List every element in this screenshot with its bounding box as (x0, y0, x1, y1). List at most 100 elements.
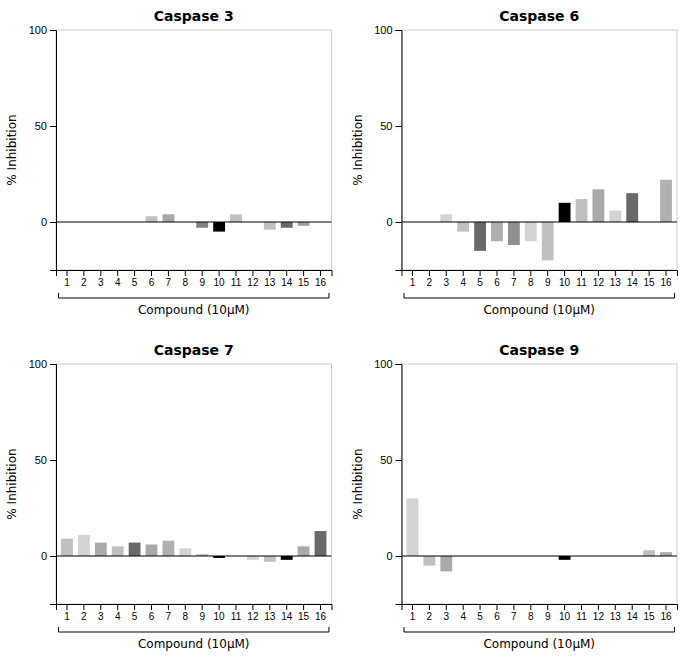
x-tick-label: 12 (593, 277, 605, 288)
x-tick-mark (564, 604, 565, 610)
bar (315, 531, 327, 556)
x-tick: 15 (644, 270, 656, 288)
x-tick-label: 8 (528, 277, 534, 288)
bar (230, 214, 242, 222)
bar (61, 539, 73, 556)
x-tick-label: 8 (183, 277, 189, 288)
x-axis-line (57, 271, 333, 277)
x-tick: 9 (199, 604, 205, 622)
x-axis: 12345678910111213141516 (57, 604, 333, 622)
x-tick-mark (202, 270, 203, 276)
x-tick: 4 (460, 270, 466, 288)
x-tick-label: 3 (444, 611, 450, 622)
x-tick: 5 (132, 604, 138, 622)
y-tick-label: 0 (386, 550, 392, 562)
y-tick-mark (396, 556, 402, 557)
x-tick-label: 6 (149, 277, 155, 288)
x-tick-mark (615, 270, 616, 276)
x-tick: 8 (528, 270, 534, 288)
x-axis: 12345678910111213141516 (402, 604, 678, 622)
title: Caspase 6 (499, 8, 579, 24)
x-tick-mark (117, 604, 118, 610)
x-tick: 6 (149, 270, 155, 288)
x-tick-label: 9 (545, 611, 551, 622)
x-tick-label: 2 (81, 611, 87, 622)
x-tick-mark (463, 604, 464, 610)
x-tick-label: 5 (132, 611, 138, 622)
y-tick-mark (396, 364, 402, 365)
x-tick-mark (564, 270, 565, 276)
x-tick-label: 16 (660, 277, 672, 288)
bar (264, 222, 276, 230)
x-tick-mark (581, 604, 582, 610)
x-tick-mark (480, 270, 481, 276)
x-tick-label: 1 (410, 277, 416, 288)
x-tick-mark (83, 604, 84, 610)
title: Caspase 3 (154, 8, 234, 24)
panel: 05010012345678910111213141516Compound (1… (351, 8, 678, 317)
x-tick: 11 (576, 604, 587, 622)
zero-line (402, 555, 678, 556)
y-tick: 50 (35, 120, 56, 132)
x-tick-label: 5 (477, 277, 483, 288)
x-tick-mark (598, 604, 599, 610)
x-tick: 8 (183, 270, 189, 288)
x-tick-label: 7 (511, 277, 517, 288)
x-tick: 16 (660, 270, 672, 288)
x-tick-mark (598, 270, 599, 276)
bar (491, 222, 503, 241)
x-tick: 10 (559, 604, 571, 622)
y-tick: 0 (386, 550, 401, 562)
x-tick-mark (632, 604, 633, 610)
x-tick: 10 (559, 270, 571, 288)
x-tick: 13 (264, 270, 276, 288)
y-tick: 0 (41, 550, 56, 562)
x-tick-label: 9 (199, 277, 205, 288)
x-tick: 12 (593, 270, 605, 288)
x-axis-title: Compound (10μM) (483, 303, 595, 317)
x-tick-mark (168, 270, 169, 276)
plot-frame (402, 30, 678, 270)
bar (609, 210, 621, 222)
x-tick-label: 7 (166, 611, 172, 622)
x-tick-mark (412, 270, 413, 276)
x-tick: 5 (477, 604, 483, 622)
y-tick-mark (50, 126, 56, 127)
bar (162, 541, 174, 556)
x-tick-label: 1 (64, 611, 70, 622)
x-tick: 5 (477, 270, 483, 288)
x-tick: 2 (81, 270, 87, 288)
bracket (404, 293, 674, 298)
x-tick-mark (446, 604, 447, 610)
x-tick-mark (252, 270, 253, 276)
y-tick: 100 (374, 358, 401, 370)
x-tick: 7 (166, 604, 172, 622)
y-tick-mark (396, 30, 402, 31)
x-tick-label: 8 (528, 611, 534, 622)
x-tick-label: 14 (627, 277, 639, 288)
x-tick-label: 2 (427, 277, 433, 288)
x-tick: 11 (576, 270, 587, 288)
y-axis-title: % Inhibition (351, 114, 365, 185)
x-tick-label: 14 (281, 611, 293, 622)
bar (440, 214, 452, 222)
x-tick: 9 (545, 270, 551, 288)
y-tick: 0 (386, 216, 401, 228)
x-tick-label: 5 (132, 277, 138, 288)
y-axis: 050100 (29, 358, 57, 604)
y-tick-mark (50, 222, 56, 223)
x-tick-mark (530, 270, 531, 276)
y-tick: 50 (35, 454, 56, 466)
y-tick-mark (50, 30, 56, 31)
x-tick-label: 14 (281, 277, 293, 288)
x-tick-mark (219, 270, 220, 276)
x-tick: 1 (410, 604, 416, 622)
x-tick-label: 4 (460, 611, 466, 622)
x-tick-label: 13 (610, 611, 622, 622)
bar (78, 535, 90, 556)
bar (146, 544, 158, 556)
bar (626, 193, 638, 222)
x-tick-label: 12 (247, 611, 259, 622)
x-tick: 14 (281, 604, 293, 622)
x-tick-label: 6 (149, 611, 155, 622)
